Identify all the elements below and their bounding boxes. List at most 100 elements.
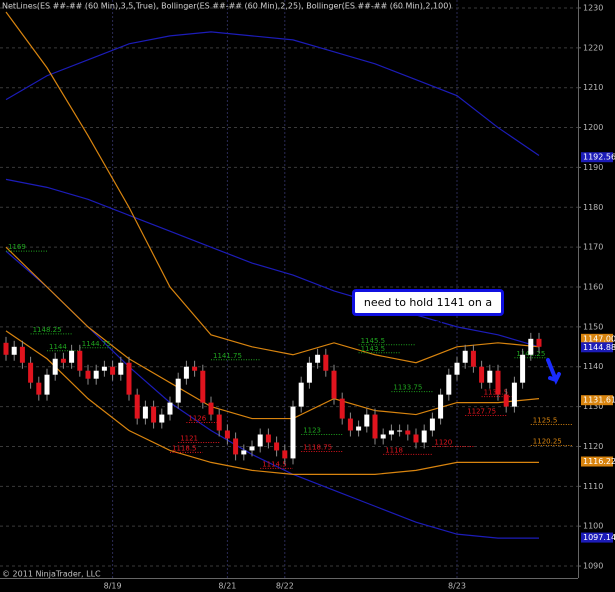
net-line-label: 1120 <box>434 438 452 446</box>
net-line-label: 1114.5 <box>262 460 287 468</box>
y-tick-label: 1140 <box>583 362 603 371</box>
price-marker-label: 1144.88 <box>583 343 615 352</box>
net-line-label: 1118 <box>385 446 403 454</box>
net-line-label: 1118.75 <box>303 443 332 451</box>
candle-body <box>19 346 25 363</box>
net-line-label: 1121 <box>180 434 198 442</box>
candle-body <box>77 350 83 371</box>
candle-body <box>446 374 452 395</box>
price-marker <box>581 456 613 467</box>
candle-body <box>11 346 17 355</box>
candle-body <box>52 358 58 375</box>
candle-body <box>159 414 165 423</box>
candle-body <box>405 430 411 435</box>
y-tick-label: 1200 <box>583 123 603 132</box>
candle-body <box>224 430 230 439</box>
net-line-label: 1118.5 <box>172 444 197 452</box>
annotation: need to hold 1141 on a retest <box>352 289 504 330</box>
net-line-label: 1133.75 <box>393 384 422 392</box>
candle-body <box>339 398 345 419</box>
candle-body <box>175 378 181 403</box>
y-tick-label: 1130 <box>583 402 603 411</box>
y-tick-label: 1150 <box>583 322 603 331</box>
price-marker <box>581 532 613 543</box>
candle-body <box>151 406 157 423</box>
y-tick-label: 1230 <box>583 3 603 12</box>
net-line-label: 1120.25 <box>533 437 562 445</box>
y-tick-label: 1160 <box>583 283 603 292</box>
price-marker <box>581 152 613 163</box>
candle-body <box>388 430 394 435</box>
candle-body <box>118 362 124 375</box>
net-line-label: 1126 <box>188 415 206 423</box>
candle-body <box>265 434 271 443</box>
net-line-label: 1144 <box>49 343 67 351</box>
candle-body <box>454 362 460 375</box>
candle-body <box>372 414 378 439</box>
candle-body <box>274 442 280 451</box>
candle-body <box>421 430 427 443</box>
candle-body <box>470 350 476 367</box>
candle-body <box>208 402 214 415</box>
candle-body <box>126 362 132 395</box>
candle-body <box>183 366 189 379</box>
x-tick-label: 8/19 <box>104 582 122 591</box>
candle-body <box>536 338 542 347</box>
candle-body <box>44 374 50 395</box>
y-tick-label: 1120 <box>583 442 603 451</box>
candle-body <box>323 354 329 371</box>
candle-body <box>60 358 66 363</box>
price-marker-label: 1131.61 <box>583 396 615 405</box>
candle-body <box>397 430 403 432</box>
net-line-label: 1125.5 <box>533 417 558 425</box>
candle-body <box>257 434 263 447</box>
band-line <box>5 11 540 364</box>
candle-body <box>315 354 321 363</box>
candle-body <box>192 366 198 371</box>
x-tick-label: 8/22 <box>276 582 294 591</box>
band-line <box>5 178 540 348</box>
candle-body <box>28 362 34 383</box>
plot-area: 1169 1148.25 1144 1144.75 1141.75 1145.51143.… <box>3 11 572 539</box>
net-line-label: 1127.75 <box>467 408 496 416</box>
net-line-label: 1148.25 <box>33 326 62 334</box>
y-tick-label: 1220 <box>583 43 603 52</box>
band-line <box>5 250 539 539</box>
y-tick-label: 1190 <box>583 163 603 172</box>
candle-body <box>241 450 247 455</box>
candle-body <box>511 382 517 407</box>
y-tick-label: 1110 <box>583 482 603 491</box>
candle-body <box>438 394 444 419</box>
candle-body <box>3 342 9 355</box>
price-marker-label: 1147.00 <box>583 334 615 343</box>
candle-body <box>364 414 370 427</box>
net-line-label: 1141.75 <box>213 352 242 360</box>
candle-body <box>134 394 140 419</box>
candle-body <box>356 426 362 431</box>
candle-body <box>298 382 304 407</box>
chart-title: NetLines(ES ##-## (60 Min),3,5,True), Bo… <box>2 2 451 11</box>
candle-body <box>216 414 222 431</box>
y-tick-label: 1180 <box>583 203 603 212</box>
candle-body <box>520 354 526 383</box>
band-line <box>5 246 540 420</box>
x-tick-label: 8/23 <box>448 582 466 591</box>
candle-body <box>93 370 99 379</box>
price-marker <box>581 333 613 344</box>
grid <box>0 0 578 578</box>
candle-body <box>347 418 353 431</box>
candle-body <box>380 434 386 439</box>
candle-body <box>200 370 206 403</box>
candle-body <box>503 394 509 407</box>
y-tick-label: 1100 <box>583 522 603 531</box>
price-marker <box>581 395 613 406</box>
price-marker-label: 1192.56 <box>583 153 615 162</box>
candle-body <box>167 402 173 415</box>
axis-labels: 1090 1100 1110 1120 1130 1140 1150 1160 1170 1180… <box>104 3 615 590</box>
candle-body <box>101 366 107 371</box>
candle-body <box>479 366 485 383</box>
y-tick-label: 1170 <box>583 243 603 252</box>
candle-body <box>290 406 296 459</box>
